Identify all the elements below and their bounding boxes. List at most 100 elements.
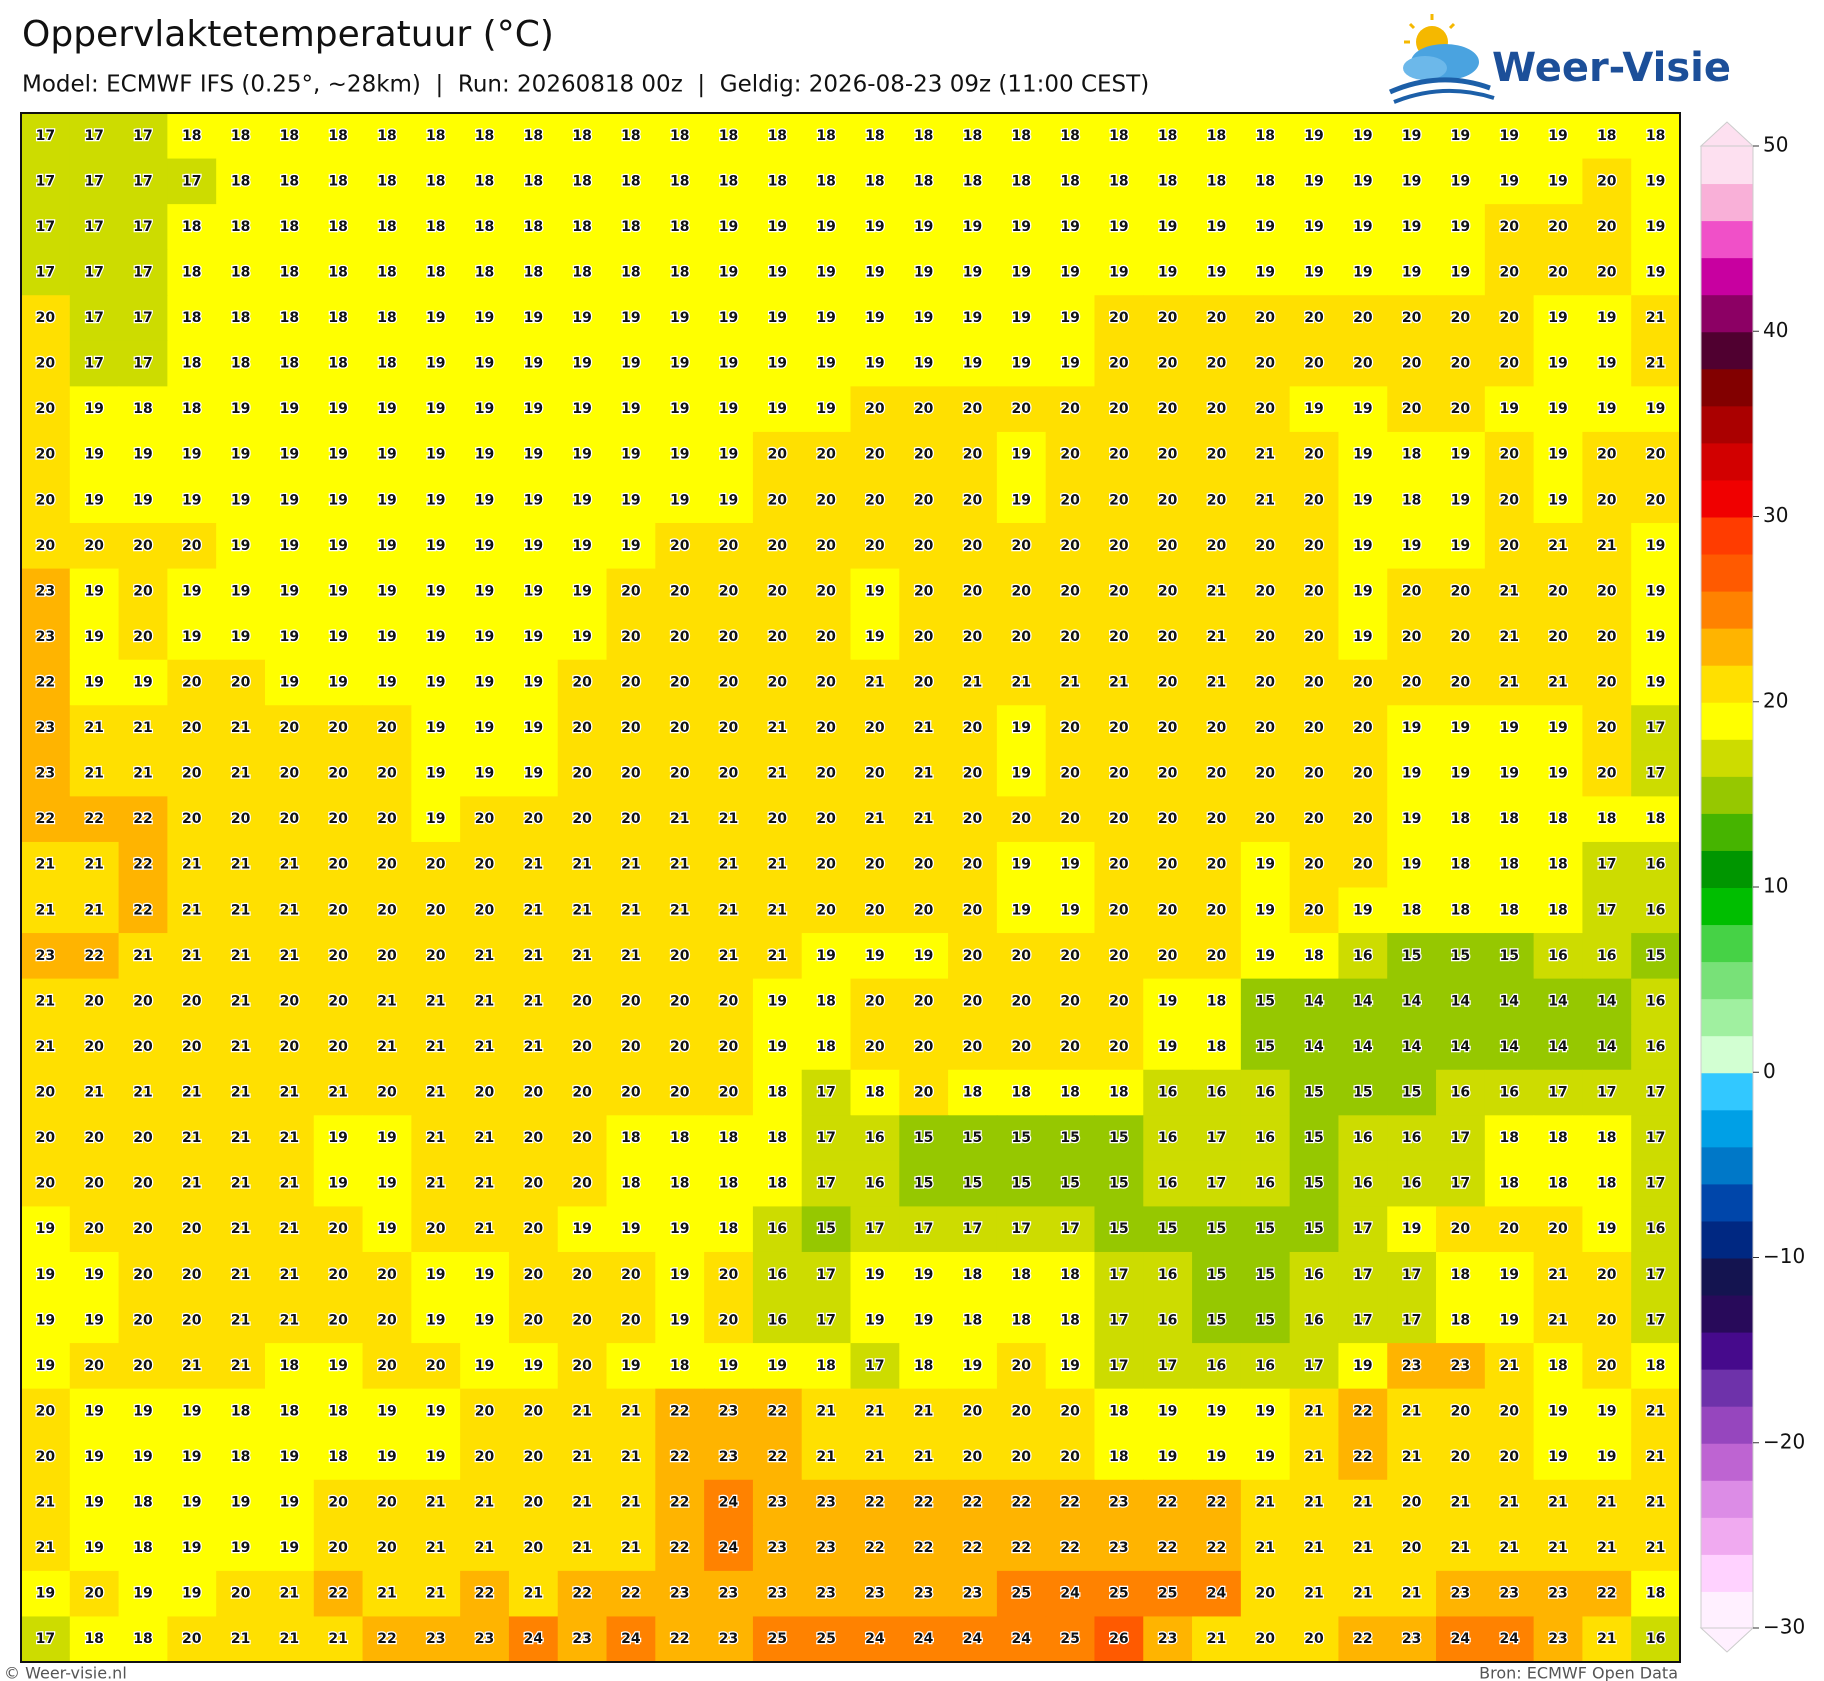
temperature-label: 20: [1207, 538, 1227, 554]
temperature-label: 19: [865, 583, 884, 599]
temperature-cell: [118, 659, 168, 706]
colorbar-segment: [1700, 1553, 1754, 1592]
temperature-label: 20: [1256, 1631, 1276, 1647]
temperature-label: 19: [1548, 128, 1567, 144]
colorbar-tick-label: 30: [1763, 503, 1788, 527]
temperature-label: 21: [1402, 1403, 1421, 1419]
colorbar-segment: [1700, 1034, 1754, 1074]
temperature-label: 18: [1012, 128, 1031, 144]
temperature-label: 24: [1451, 1631, 1471, 1647]
temperature-label: 19: [670, 1221, 689, 1237]
temperature-cell: [752, 933, 803, 980]
temperature-cell: [801, 568, 851, 615]
temperature-label: 19: [963, 310, 982, 326]
temperature-label: 20: [1597, 1358, 1617, 1374]
temperature-label: 19: [280, 674, 299, 690]
temperature-label: 18: [1402, 447, 1421, 463]
temperature-cell: [1533, 1024, 1583, 1071]
temperature-label: 20: [1353, 356, 1373, 372]
temperature-cell: [1094, 614, 1144, 661]
temperature-cell: [21, 659, 71, 706]
temperature-label: 20: [1304, 720, 1324, 736]
temperature-cell: [1094, 113, 1144, 160]
temperature-label: 19: [1109, 219, 1128, 235]
temperature-label: 19: [719, 219, 738, 235]
temperature-cell: [996, 978, 1047, 1025]
temperature-label: 20: [1109, 857, 1129, 873]
temperature-label: 18: [1109, 1085, 1128, 1101]
temperature-label: 21: [914, 1449, 933, 1465]
temperature-label: 21: [280, 1176, 299, 1192]
temperature-cell: [1387, 841, 1437, 888]
temperature-label: 18: [816, 1039, 835, 1055]
temperature-cell: [704, 523, 754, 570]
temperature-label: 19: [1012, 219, 1031, 235]
temperature-label: 19: [719, 447, 738, 463]
temperature-cell: [1045, 431, 1095, 478]
temperature-label: 21: [426, 1039, 445, 1055]
temperature-label: 20: [133, 993, 153, 1009]
temperature-cell: [557, 568, 608, 615]
temperature-cell: [850, 113, 900, 160]
temperature-label: 20: [377, 1540, 397, 1556]
temperature-label: 21: [768, 902, 787, 918]
temperature-label: 18: [1207, 993, 1226, 1009]
temperature-cell: [1338, 750, 1388, 797]
temperature-label: 20: [133, 1221, 153, 1237]
temperature-cell: [508, 1069, 559, 1116]
temperature-cell: [850, 978, 900, 1025]
temperature-cell: [21, 431, 71, 478]
temperature-label: 21: [1548, 1267, 1567, 1283]
temperature-cell: [21, 978, 71, 1025]
temperature-label: 18: [1256, 128, 1275, 144]
temperature-cell: [1143, 841, 1193, 888]
temperature-cell: [411, 386, 461, 433]
temperature-label: 19: [231, 447, 250, 463]
temperature-cell: [1143, 659, 1193, 706]
temperature-cell: [606, 978, 656, 1025]
temperature-cell: [1631, 887, 1681, 934]
temperature-cell: [21, 841, 71, 888]
temperature-label: 18: [231, 264, 250, 280]
temperature-label: 18: [1597, 128, 1616, 144]
temperature-label: 22: [621, 1586, 640, 1602]
temperature-cell: [752, 614, 803, 661]
temperature-label: 21: [475, 1130, 494, 1146]
temperature-label: 17: [963, 1221, 982, 1237]
colorbar-segment: [1700, 478, 1754, 518]
temperature-label: 19: [1548, 310, 1567, 326]
temperature-label: 16: [768, 1267, 787, 1283]
temperature-label: 18: [1109, 1449, 1128, 1465]
temperature-label: 21: [1256, 447, 1275, 463]
colorbar-segment: [1700, 1479, 1754, 1518]
temperature-label: 19: [231, 583, 250, 599]
temperature-label: 18: [768, 1130, 787, 1146]
temperature-label: 19: [328, 492, 347, 508]
temperature-cell: [1631, 431, 1681, 478]
temperature-label: 21: [280, 1085, 299, 1101]
colorbar-segment: [1700, 1108, 1754, 1148]
temperature-cell: [21, 796, 71, 843]
temperature-label: 19: [231, 1495, 250, 1511]
temperature-label: 20: [963, 1449, 983, 1465]
temperature-label: 14: [1451, 993, 1471, 1009]
temperature-cell: [1240, 614, 1291, 661]
temperature-label: 19: [1402, 811, 1421, 827]
temperature-label: 21: [1402, 1449, 1421, 1465]
temperature-label: 22: [768, 1449, 787, 1465]
temperature-label: 19: [84, 674, 103, 690]
temperature-label: 20: [280, 766, 300, 782]
temperature-label: 18: [377, 173, 396, 189]
temperature-cell: [557, 705, 608, 752]
temperature-label: 18: [182, 219, 201, 235]
temperature-label: 21: [572, 1449, 591, 1465]
temperature-cell: [362, 113, 412, 160]
temperature-label: 19: [475, 538, 494, 554]
temperature-label: 18: [524, 219, 543, 235]
temperature-label: 24: [719, 1495, 739, 1511]
temperature-label: 19: [475, 401, 494, 417]
temperature-label: 20: [1402, 1495, 1422, 1511]
temperature-label: 19: [914, 1312, 933, 1328]
temperature-cell: [1533, 113, 1583, 160]
temperature-label: 21: [670, 811, 689, 827]
